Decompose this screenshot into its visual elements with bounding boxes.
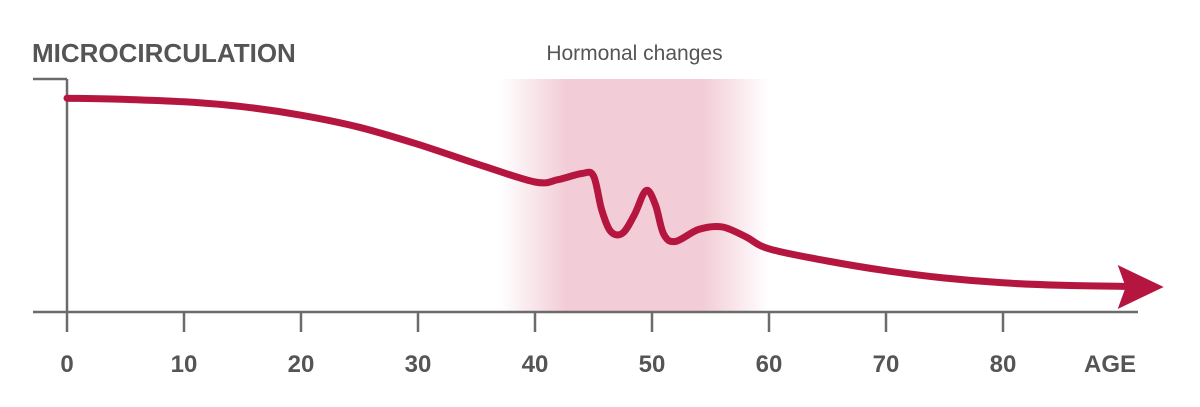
x-ticks: 0 10 20 30 40 50 60 70 80 <box>60 312 1016 378</box>
y-axis-label: MICROCIRCULATION <box>32 38 296 68</box>
x-tick-label: 50 <box>639 351 666 378</box>
x-tick-label: 30 <box>405 351 432 378</box>
x-tick-label: 0 <box>60 351 73 378</box>
x-tick-label: 40 <box>522 351 549 378</box>
microcirculation-line <box>63 94 1136 290</box>
x-tick-label: 20 <box>288 351 315 378</box>
x-tick-label: 70 <box>873 351 900 378</box>
x-tick-label: 60 <box>756 351 783 378</box>
band-label: Hormonal changes <box>546 42 722 65</box>
hormonal-band <box>499 79 769 312</box>
x-tick-label: 80 <box>990 351 1017 378</box>
arrow-head-icon <box>1117 264 1164 309</box>
x-tick-label: 10 <box>171 351 198 378</box>
x-axis-label: AGE <box>1084 351 1136 378</box>
